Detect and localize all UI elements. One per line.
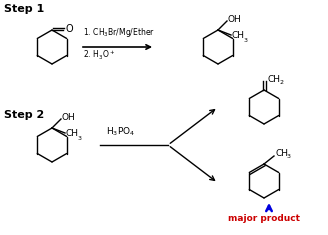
Text: H$_3$PO$_4$: H$_3$PO$_4$ xyxy=(106,125,135,138)
Text: Step 2: Step 2 xyxy=(4,110,44,120)
Text: major product: major product xyxy=(228,214,300,223)
Text: 3: 3 xyxy=(287,154,291,160)
Text: 2. H$_3$O$^+$: 2. H$_3$O$^+$ xyxy=(83,49,115,62)
Text: CH: CH xyxy=(232,31,245,40)
Text: Step 1: Step 1 xyxy=(4,4,44,14)
Text: CH: CH xyxy=(275,149,288,158)
Text: CH: CH xyxy=(267,74,280,83)
Text: 1. CH$_3$Br/Mg/Ether: 1. CH$_3$Br/Mg/Ether xyxy=(83,26,155,39)
Text: 3: 3 xyxy=(244,38,248,43)
Text: 3: 3 xyxy=(78,136,82,141)
Text: OH: OH xyxy=(228,15,242,24)
Text: O: O xyxy=(65,24,72,34)
Text: 2: 2 xyxy=(279,79,283,85)
Text: CH: CH xyxy=(66,129,79,138)
Text: OH: OH xyxy=(62,113,76,121)
